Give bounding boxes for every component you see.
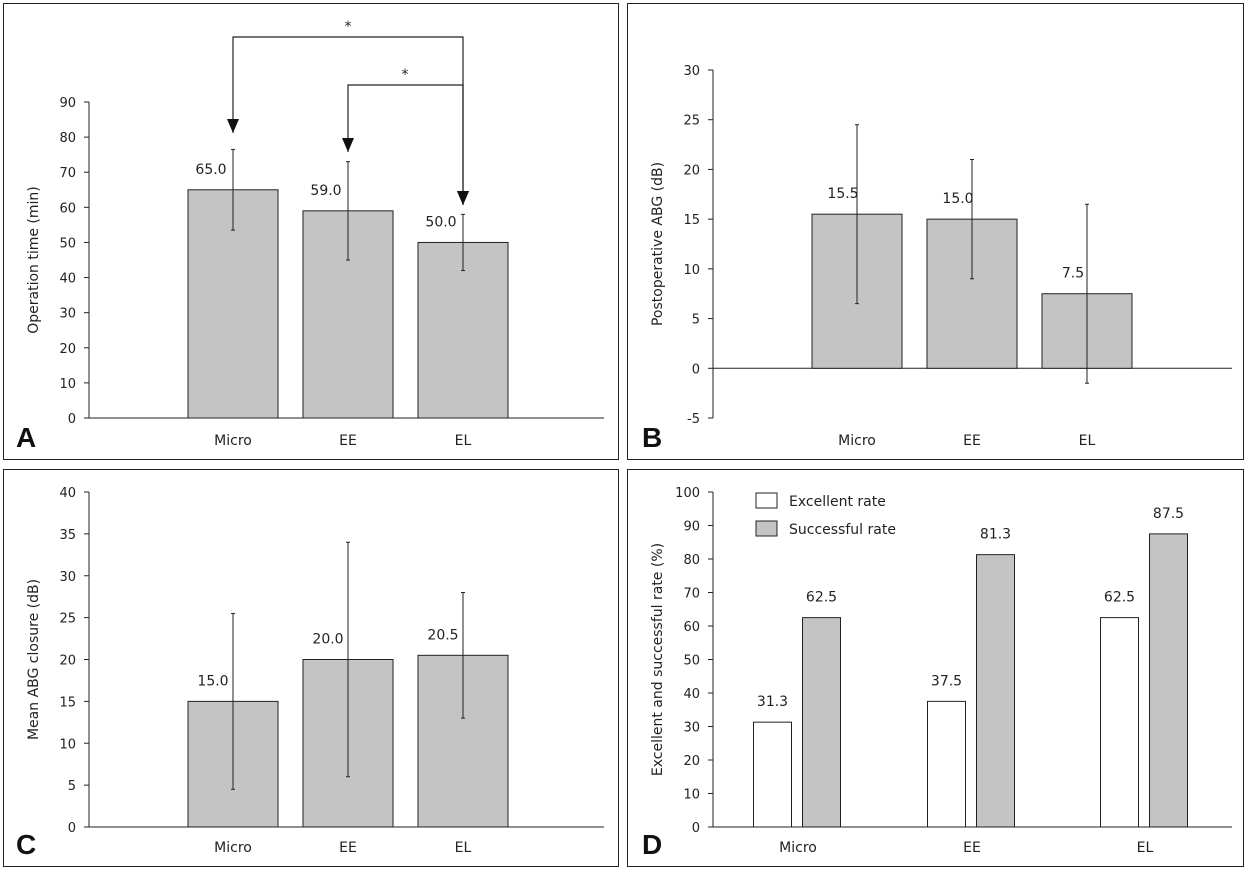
y-axis-label: Excellent and successful rate (%) (650, 543, 666, 776)
x-tick-label: EL (455, 433, 472, 449)
panel-d-label: D (642, 829, 663, 860)
x-tick-label: EL (1137, 840, 1154, 856)
y-tick-label: 30 (59, 307, 76, 322)
arrowhead (227, 119, 239, 133)
arrowhead (342, 138, 354, 152)
y-axis-label: Mean ABG closure (dB) (26, 579, 42, 740)
data-label: 50.0 (425, 214, 456, 230)
y-axis-label: Operation time (min) (26, 186, 42, 334)
data-label: 15.0 (197, 673, 228, 689)
y-tick-label: 20 (59, 654, 76, 669)
data-label: 62.5 (806, 590, 837, 606)
chart-b: -5 0 5 10 15 20 25 30 Postoperative ABG (dB) Micr… (650, 64, 1232, 449)
x-tick-label: Micro (838, 433, 876, 449)
data-label: 20.5 (427, 627, 458, 643)
chart-c: 0 5 10 15 20 25 30 35 40 Mean ABG closure (dB) Mic… (26, 486, 604, 856)
y-tick-label: 60 (59, 201, 76, 216)
bar (976, 554, 1015, 828)
x-tick-label: EL (1079, 433, 1096, 449)
y-tick-label: 10 (683, 788, 700, 803)
y-tick-label: 25 (683, 114, 700, 129)
data-label: 20.0 (312, 632, 343, 648)
y-tick-label: 10 (59, 737, 76, 752)
data-label: 81.3 (980, 527, 1011, 543)
bar (1149, 533, 1188, 828)
y-tick-label: 80 (59, 131, 76, 146)
y-tick-label: 5 (692, 313, 700, 328)
data-label: 31.3 (757, 694, 788, 710)
x-tick-label: EE (339, 840, 357, 856)
y-tick-label: 80 (683, 553, 700, 568)
y-tick-label: 30 (683, 64, 700, 79)
legend-swatch (755, 492, 778, 509)
chart-d: 0 10 20 30 40 50 60 70 80 90 100 Excellent and succ… (650, 486, 1232, 856)
y-tick-label: 90 (683, 520, 700, 535)
legend-swatch (755, 520, 778, 537)
x-tick-label: Micro (214, 840, 252, 856)
y-tick-label: 60 (683, 620, 700, 635)
x-tick-label: Micro (779, 840, 817, 856)
y-tick-label: 40 (59, 486, 76, 501)
data-label: 7.5 (1062, 266, 1084, 282)
x-tick-label: EE (963, 840, 981, 856)
panel-c-label: C (16, 829, 37, 860)
data-label: 62.5 (1104, 590, 1135, 606)
y-tick-label: 25 (59, 612, 76, 627)
panel-a-label: A (16, 422, 37, 453)
panel-b: -5 0 5 10 15 20 25 30 Postoperative ABG (dB) Micr… (627, 3, 1244, 460)
bar (753, 721, 792, 828)
legend-label: Successful rate (789, 522, 896, 538)
x-tick-label: Micro (214, 433, 252, 449)
y-axis-label: Postoperative ABG (dB) (650, 162, 666, 326)
y-tick-label: 15 (59, 695, 76, 710)
y-tick-label: 100 (675, 486, 700, 501)
panel-d: 0 10 20 30 40 50 60 70 80 90 100 Excellent and succ… (627, 469, 1244, 867)
y-tick-label: 30 (59, 570, 76, 585)
y-tick-label: 20 (683, 754, 700, 769)
y-tick-label: 10 (59, 377, 76, 392)
y-tick-label: 50 (59, 236, 76, 251)
x-tick-label: EL (455, 840, 472, 856)
y-tick-label: 0 (692, 821, 700, 836)
panel-b-label: B (642, 422, 663, 453)
bar (1100, 617, 1139, 828)
panel-a: 0 10 20 30 40 50 60 70 80 90 Operation time (min) M… (3, 3, 619, 460)
y-tick-label: 70 (59, 166, 76, 181)
y-tick-label: 30 (683, 721, 700, 736)
y-tick-label: 5 (68, 779, 76, 794)
y-tick-label: -5 (687, 412, 700, 427)
data-label: 65.0 (195, 162, 226, 178)
data-label: 15.5 (827, 186, 858, 202)
data-label: 59.0 (310, 183, 341, 199)
y-tick-label: 70 (683, 587, 700, 602)
y-tick-label: 0 (68, 821, 76, 836)
arrowhead (457, 191, 469, 205)
y-tick-label: 35 (59, 528, 76, 543)
data-label: 87.5 (1153, 506, 1184, 522)
data-label: 15.0 (942, 191, 973, 207)
chart-a: 0 10 20 30 40 50 60 70 80 90 Operation time (min) M… (26, 19, 604, 449)
y-tick-label: 20 (59, 342, 76, 357)
panel-c: 0 5 10 15 20 25 30 35 40 Mean ABG closure (dB) Mic… (3, 469, 619, 867)
y-tick-label: 40 (683, 687, 700, 702)
x-tick-label: EE (339, 433, 357, 449)
y-tick-label: 10 (683, 263, 700, 278)
y-tick-label: 20 (683, 163, 700, 178)
data-label: 37.5 (931, 673, 962, 689)
y-tick-label: 50 (683, 654, 700, 669)
bar (927, 700, 966, 828)
y-tick-label: 0 (692, 362, 700, 377)
significance-star: * (402, 67, 409, 83)
legend-label: Excellent rate (789, 494, 886, 510)
y-tick-label: 15 (683, 213, 700, 228)
significance-bracket (347, 84, 464, 205)
y-tick-label: 40 (59, 272, 76, 287)
y-tick-label: 90 (59, 96, 76, 111)
x-tick-label: EE (963, 433, 981, 449)
bar (802, 617, 841, 828)
significance-star: * (345, 19, 352, 35)
y-tick-label: 0 (68, 412, 76, 427)
